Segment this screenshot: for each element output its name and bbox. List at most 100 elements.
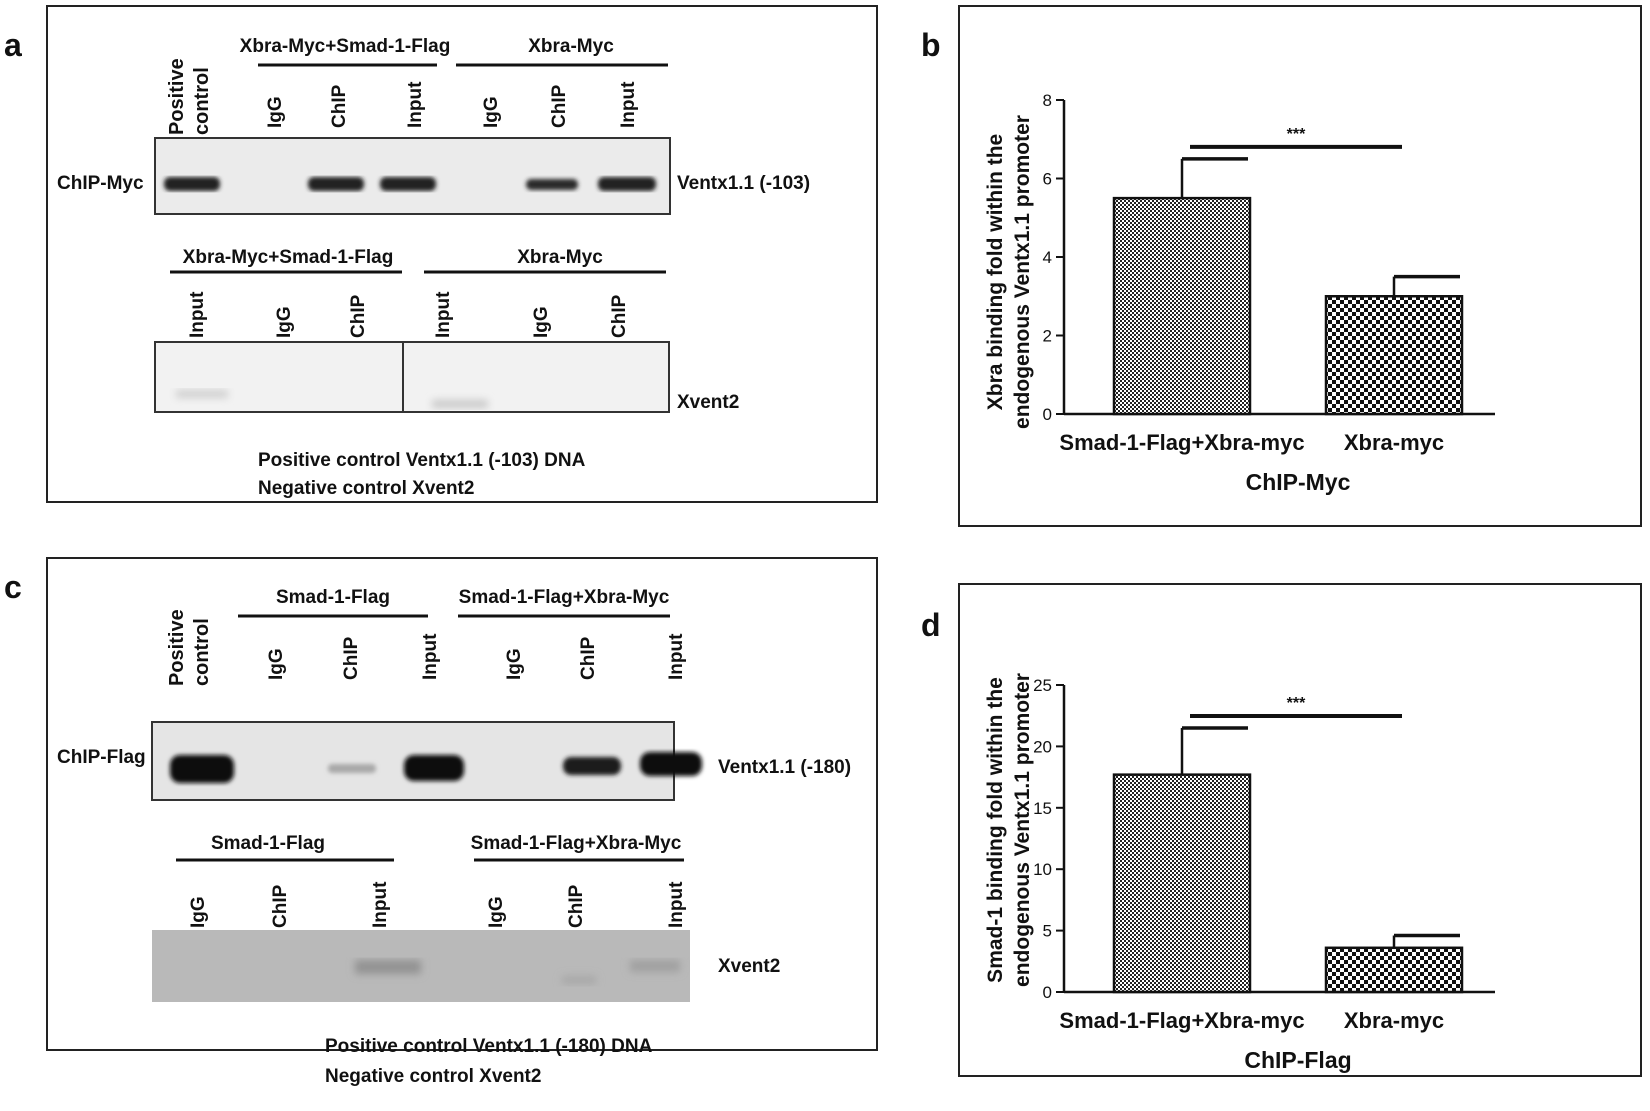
lane-label: ChIP (609, 294, 630, 338)
lane-label: Input (666, 633, 687, 680)
lane-label: ChIP (549, 84, 570, 128)
chart-b: 0 2 4 6 8 Smad-1-Flag+Xbra-myc Xbra-myc *** ChIP… (984, 91, 1495, 495)
band (355, 960, 421, 974)
band (563, 757, 621, 775)
bar (1324, 946, 1464, 994)
band (630, 960, 680, 972)
significance-stars: *** (1287, 126, 1306, 143)
chart-d: 0 5 10 15 20 25 Smad-1-Flag+Xbra-myc Xbra-myc **… (984, 673, 1495, 1073)
band (328, 764, 376, 773)
y-tick-label: 20 (1033, 737, 1052, 756)
note-positive-a: Positive control Ventx1.1 (-103) DNA (258, 450, 586, 471)
band (432, 400, 488, 408)
panel-c: c Positive control Smad-1-Flag Smad-1-Fl… (4, 557, 878, 1087)
bar (1112, 773, 1252, 994)
lane-label: IgG (274, 306, 295, 338)
group-header-2: Smad-1-Flag+Xbra-Myc (459, 587, 670, 608)
gel-bottom-a-left (154, 341, 404, 413)
row-label-chip-flag: ChIP-Flag (57, 747, 146, 768)
y-tick-label: 0 (1043, 983, 1052, 1002)
positive-control-label-line1: Positive (166, 58, 188, 135)
group-header-3: Xbra-Myc+Smad-1-Flag (183, 247, 394, 268)
group-header-2: Xbra-Myc (528, 36, 614, 57)
bands-bottom-c (355, 960, 680, 984)
panel-b: b 0 2 4 6 8 Smad-1-Flag+Xbra-myc Xbra-myc *** Ch… (921, 5, 1642, 527)
x-category-label: Xbra-myc (1344, 1008, 1444, 1033)
band (308, 177, 364, 191)
lane-label: Input (187, 291, 208, 338)
significance-stars: *** (1287, 695, 1306, 712)
panel-c-frame (46, 557, 878, 1051)
positive-control-label-line1: Positive (166, 609, 188, 686)
group-header-4: Smad-1-Flag+Xbra-Myc (471, 833, 682, 854)
lane-label: Input (420, 633, 441, 680)
panel-d-frame (958, 583, 1642, 1077)
y-tick-label: 25 (1033, 676, 1052, 695)
lane-label: Input (433, 291, 454, 338)
y-axis-title-line: Xbra binding fold within the (984, 134, 1007, 410)
lane-label: ChIP (270, 884, 291, 928)
lane-label: Input (370, 881, 391, 928)
panel-d: d 0 5 10 15 20 25 Smad-1-Flag+Xbra-myc Xbra-myc… (921, 583, 1642, 1077)
group-header-3: Smad-1-Flag (211, 833, 325, 854)
lane-label: IgG (265, 96, 286, 128)
band (640, 752, 702, 776)
note-negative-c: Negative control Xvent2 (325, 1066, 541, 1087)
lane-label: Input (666, 881, 687, 928)
lane-label: IgG (188, 896, 209, 928)
bands-top-a (164, 177, 656, 191)
y-tick-label: 5 (1043, 922, 1052, 941)
band (598, 177, 656, 191)
bands-bottom-a (176, 390, 488, 408)
gene-label-bottom-a: Xvent2 (677, 392, 739, 413)
panel-b-letter: b (921, 27, 941, 63)
positive-control-label-line2: control (191, 67, 213, 135)
y-tick-label: 2 (1043, 327, 1052, 346)
group-header-1: Smad-1-Flag (276, 587, 390, 608)
lane-label: Input (405, 81, 426, 128)
panel-b-frame (958, 5, 1642, 527)
band (176, 390, 228, 398)
panel-a-letter: a (4, 27, 22, 63)
lane-label: ChIP (566, 884, 587, 928)
lane-label: IgG (481, 96, 502, 128)
gene-label-top-a: Ventx1.1 (-103) (677, 173, 810, 194)
row-label-chip-myc: ChIP-Myc (57, 173, 144, 194)
y-axis-title-line: endogenous Ventx1.1 promoter (1011, 115, 1034, 429)
note-positive-c: Positive control Ventx1.1 (-180) DNA (325, 1036, 653, 1057)
y-tick-label: 6 (1043, 170, 1052, 189)
bands-top-c (170, 752, 702, 783)
lane-label: ChIP (348, 294, 369, 338)
lane-label: ChIP (329, 84, 350, 128)
lane-label: IgG (531, 306, 552, 338)
gene-label-bottom-c: Xvent2 (718, 956, 780, 977)
x-category-label: Xbra-myc (1344, 430, 1444, 455)
panel-a-frame (46, 5, 878, 503)
lane-label: Input (618, 81, 639, 128)
y-tick-label: 0 (1043, 405, 1052, 424)
x-axis-title: ChIP-Myc (1246, 469, 1351, 495)
y-tick-label: 15 (1033, 799, 1052, 818)
y-tick-label: 10 (1033, 860, 1052, 879)
lane-label: IgG (486, 896, 507, 928)
y-axis-title-line: Smad-1 binding fold within the (984, 677, 1007, 983)
panel-d-letter: d (921, 607, 941, 643)
bar (1324, 295, 1464, 416)
x-axis-title: ChIP-Flag (1244, 1047, 1351, 1073)
panel-c-letter: c (4, 569, 22, 605)
x-category-label: Smad-1-Flag+Xbra-myc (1059, 1008, 1304, 1033)
band (380, 177, 436, 191)
note-negative-a: Negative control Xvent2 (258, 478, 474, 499)
positive-control-label-line2: control (191, 618, 213, 686)
gel-top-a (154, 137, 671, 215)
band (526, 179, 578, 190)
gene-label-top-c: Ventx1.1 (-180) (718, 757, 851, 778)
band (164, 177, 220, 191)
band (170, 755, 234, 783)
lane-label: IgG (504, 648, 525, 680)
y-tick-label: 8 (1043, 91, 1052, 110)
lane-label: IgG (266, 648, 287, 680)
lane-label: ChIP (578, 636, 599, 680)
y-tick-label: 4 (1043, 248, 1052, 267)
